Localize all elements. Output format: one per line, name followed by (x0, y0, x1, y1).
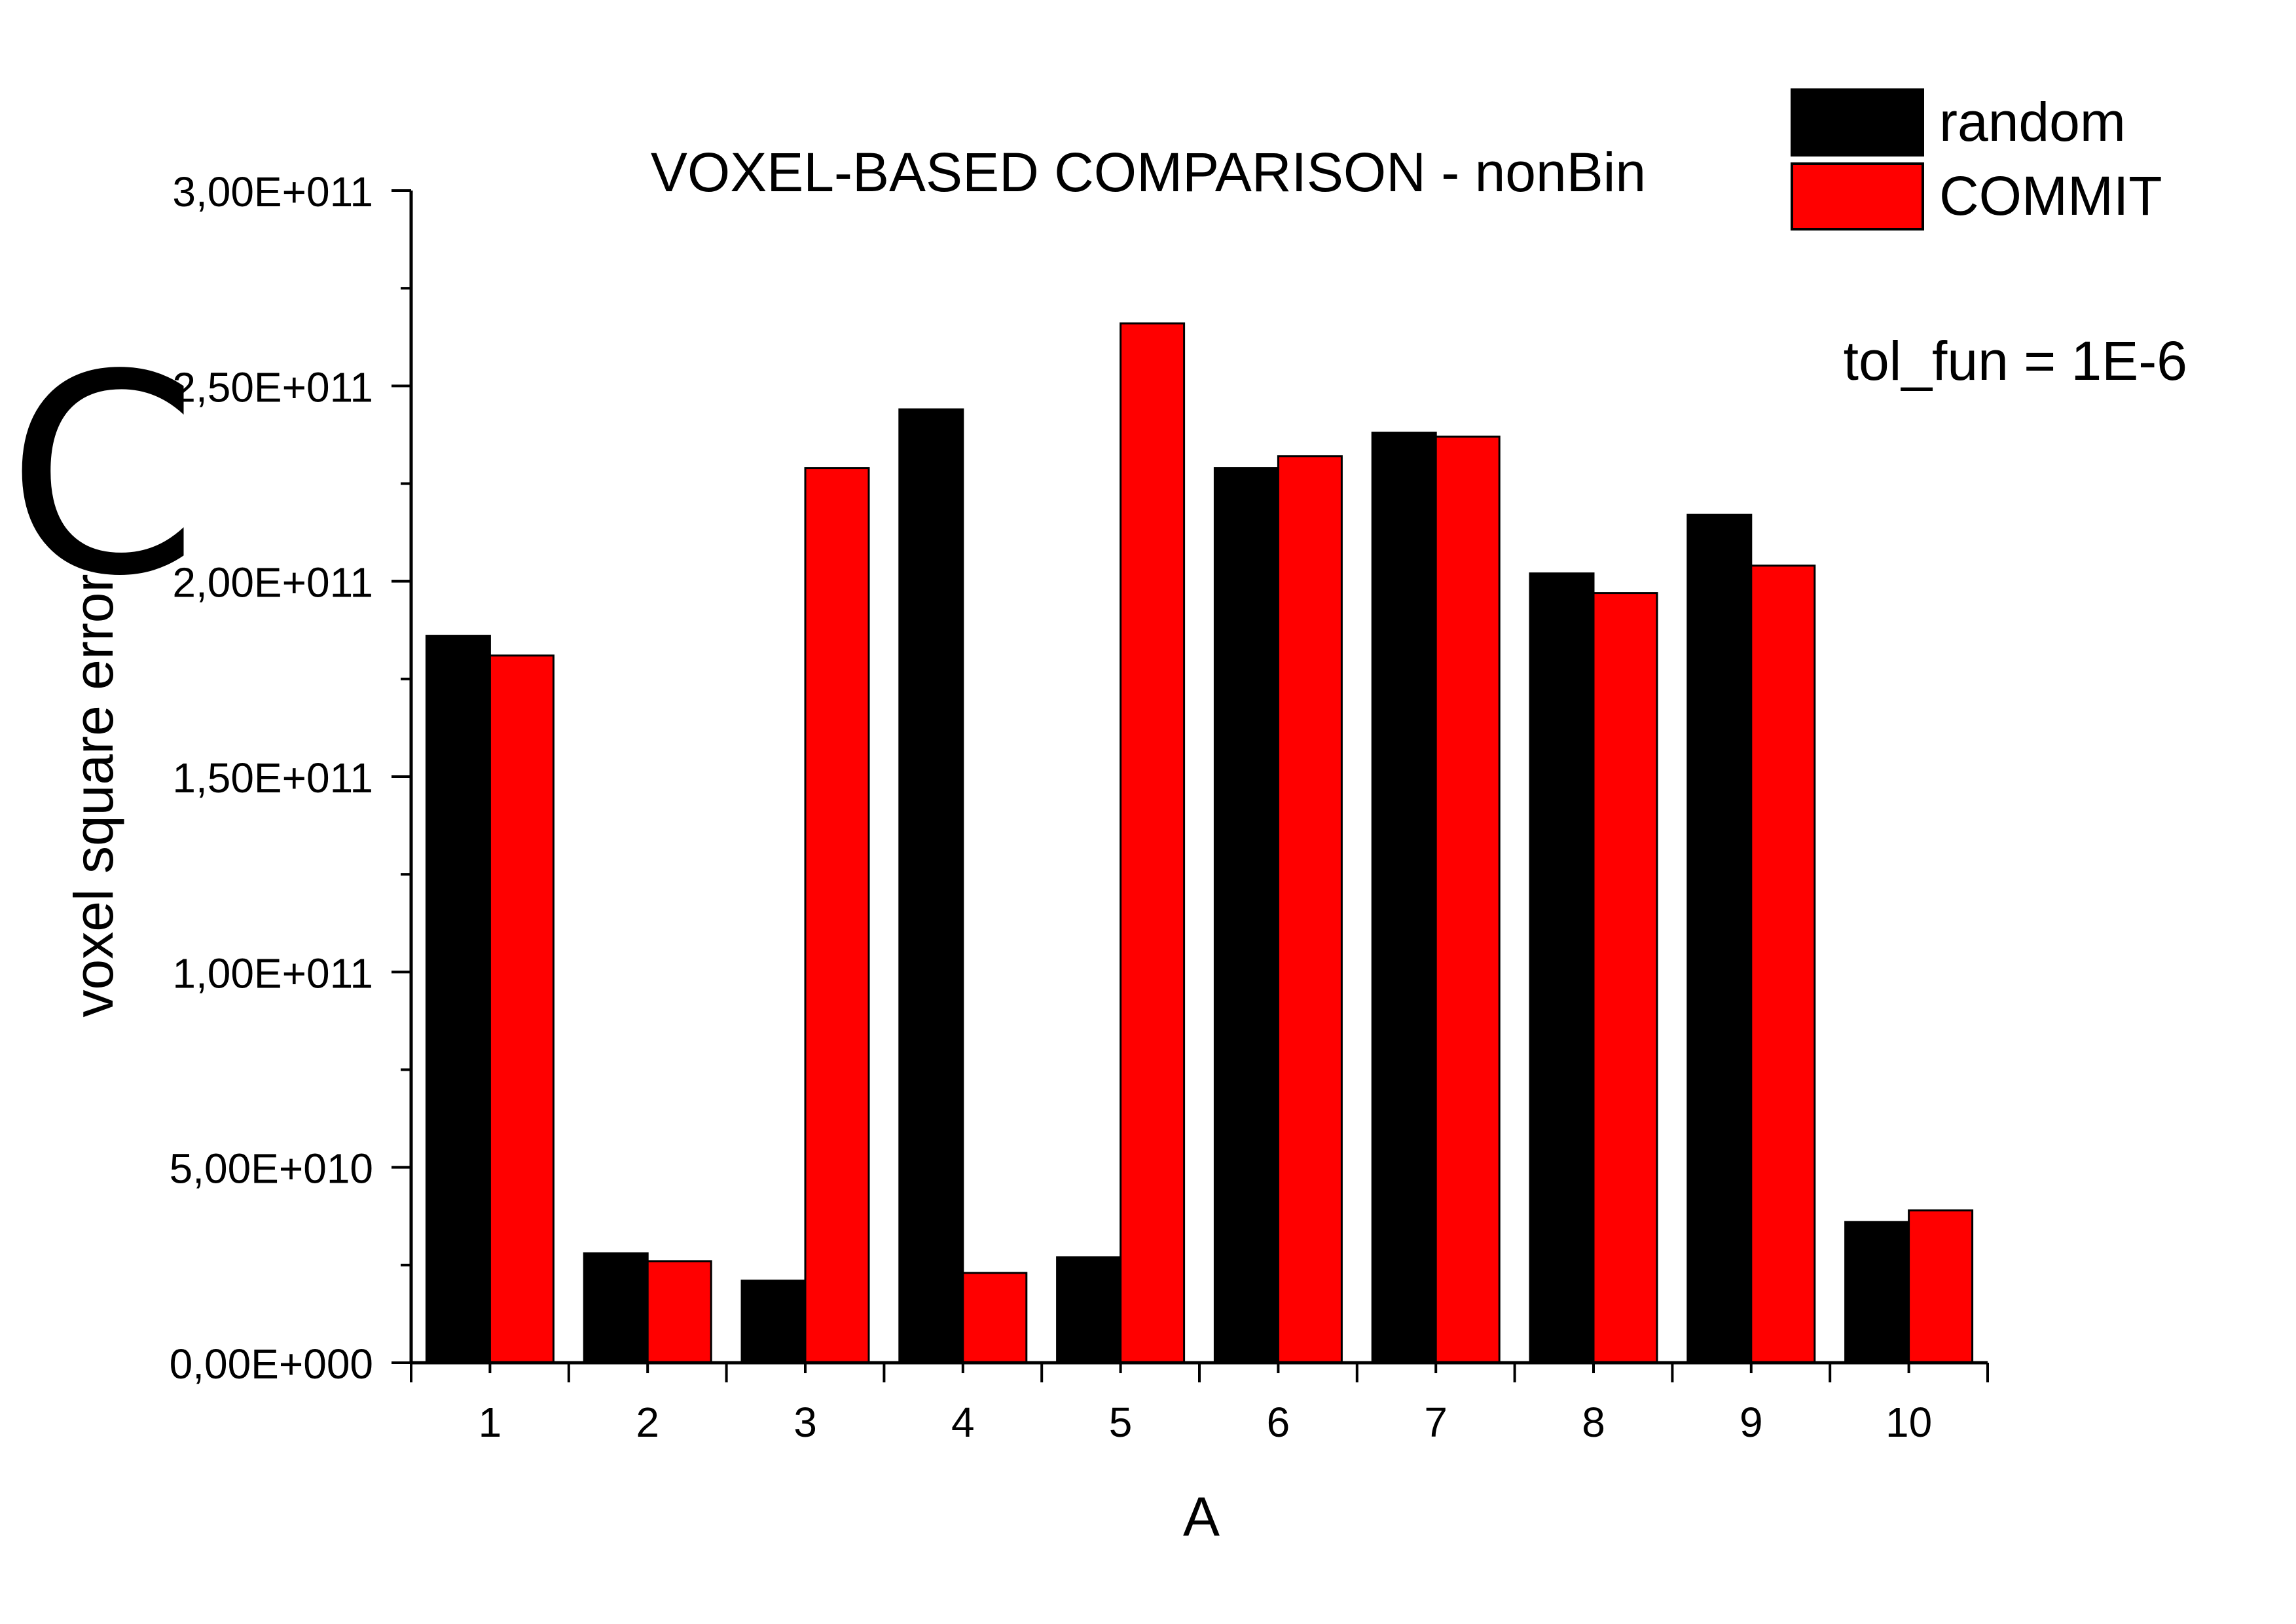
x-tick-label: 10 (1886, 1399, 1932, 1446)
bar-random-10 (1844, 1221, 1910, 1364)
y-tick-label: 3,00E+011 (172, 168, 373, 215)
bar-random-3 (740, 1280, 807, 1364)
bars-layer (425, 322, 1974, 1364)
legend: random COMMIT (1791, 88, 2162, 231)
bar-commit-6 (1277, 455, 1343, 1364)
y-tick-label: 2,00E+011 (172, 559, 373, 606)
x-tick-label: 5 (1109, 1399, 1133, 1446)
x-tick-label: 3 (793, 1399, 817, 1446)
bar-commit-8 (1592, 592, 1658, 1364)
y-tick-label: 1,50E+011 (172, 754, 373, 802)
bar-random-5 (1056, 1256, 1122, 1364)
bar-random-8 (1529, 572, 1595, 1364)
bar-random-7 (1371, 432, 1437, 1364)
bar-commit-10 (1908, 1209, 1974, 1364)
x-tick-label: 4 (951, 1399, 975, 1446)
x-tick-label: 1 (479, 1399, 502, 1446)
legend-label-random: random (1939, 91, 2126, 153)
bar-random-4 (898, 408, 964, 1364)
panel-label: C (7, 316, 198, 637)
y-tick-label: 2,50E+011 (172, 363, 373, 411)
y-tick-label: 5,00E+010 (170, 1145, 373, 1192)
bar-random-9 (1686, 513, 1753, 1364)
axes-layer: 0,00E+000 5,00E+010 1,00E+011 1,50E+011 2,00… (170, 168, 1989, 1446)
tolerance-annotation: tol_fun = 1E-6 (1844, 330, 2187, 392)
x-tick-label: 2 (636, 1399, 659, 1446)
x-tick-label: 9 (1740, 1399, 1763, 1446)
bar-commit-4 (962, 1272, 1028, 1364)
bar-random-1 (425, 635, 491, 1364)
legend-swatch-commit (1791, 162, 1924, 231)
bar-commit-2 (646, 1260, 712, 1364)
y-tick-label: 0,00E+000 (170, 1340, 373, 1388)
bar-commit-7 (1434, 435, 1501, 1364)
y-axis-label: voxel square error (63, 574, 124, 1018)
bar-commit-9 (1750, 564, 1816, 1364)
legend-swatch-random (1791, 88, 1924, 157)
x-tick-label: 7 (1424, 1399, 1448, 1446)
x-tick-label: 8 (1582, 1399, 1605, 1446)
bar-commit-3 (804, 467, 870, 1364)
bar-random-2 (583, 1252, 649, 1364)
chart-title: VOXEL-BASED COMPARISON - nonBin (651, 141, 1646, 203)
x-axis-label: A (1183, 1486, 1220, 1547)
x-tick-label: 6 (1267, 1399, 1290, 1446)
y-tick-label: 1,00E+011 (172, 950, 373, 997)
bar-random-6 (1213, 467, 1279, 1364)
bar-commit-5 (1120, 322, 1186, 1364)
legend-label-commit: COMMIT (1939, 165, 2162, 227)
bar-commit-1 (488, 654, 555, 1364)
